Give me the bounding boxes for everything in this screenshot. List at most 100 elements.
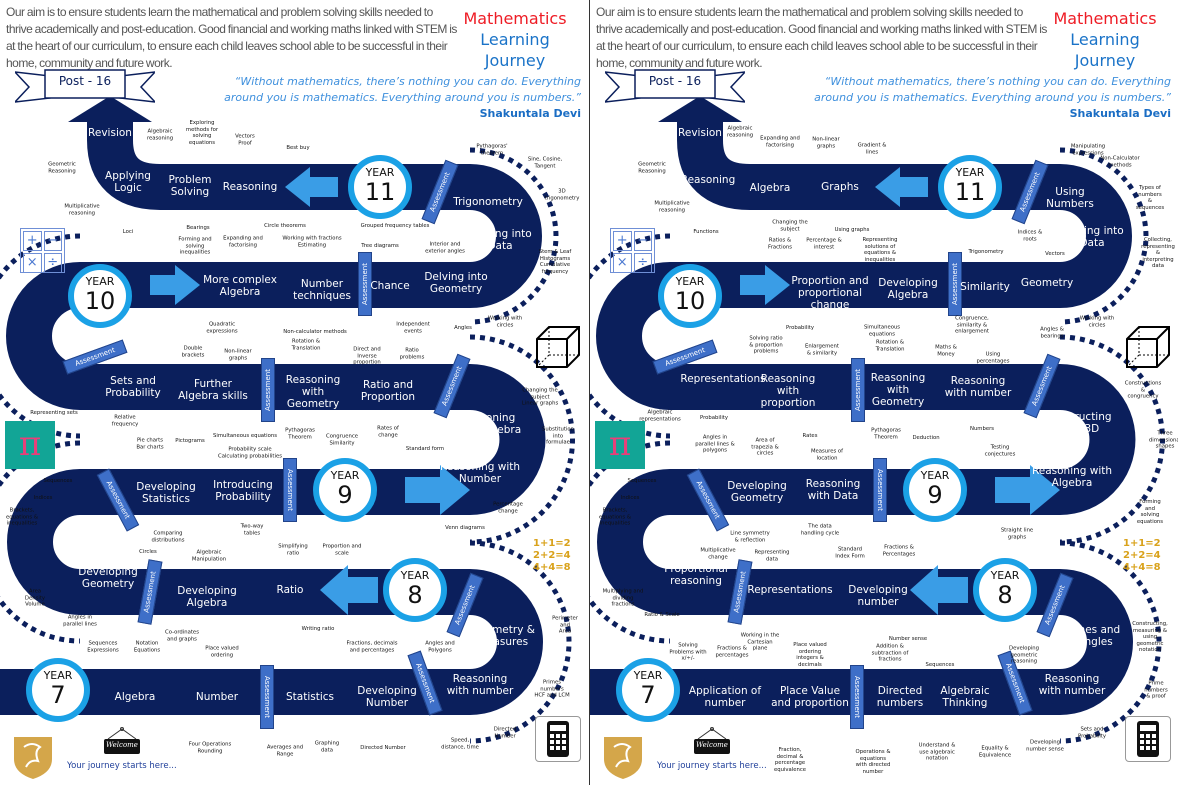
title-line1: Mathematics	[1053, 9, 1157, 28]
topic-algebraic-techniques: Algebraic techniques	[56, 521, 114, 545]
subtopic-multiplicative-reasoning: Multiplicative reasoning	[654, 200, 690, 214]
welcome-sign-icon: Welcome	[100, 727, 144, 761]
subtopic-probability-scale-calculating-probabilities: Probability scale Calculating probabilit…	[218, 446, 282, 460]
subtopic-proportion-and-scale: Proportion and scale	[322, 543, 362, 557]
subtopic-ratio-scale: Ratio & Scale	[644, 611, 680, 618]
subtopic-indices-roots: Indices & roots	[1017, 229, 1043, 243]
subtopic-operations-equations-with-directed-number: Operations & equations with directed num…	[855, 749, 891, 775]
subtopic-angles-bearings: Angles & bearings	[1040, 326, 1064, 340]
subtopic-forming-and-solving-inequalities: Forming and solving inequalities	[178, 236, 212, 256]
subtopic-line-symmetry-reflection: Line symmetry & reflection	[730, 530, 770, 544]
quote-text: “Without mathematics, there’s nothing yo…	[814, 75, 1171, 104]
school-shield-logo	[602, 733, 644, 783]
subtopic-area-of-trapezia-circles: Area of trapezia & circles	[751, 437, 779, 457]
sum-line: 4+4=8	[1123, 562, 1161, 573]
subtopic-direct-and-inverse-proportion: Direct and Inverse proportion	[353, 346, 381, 366]
subtopic-working-with-circles: Working with circles	[487, 315, 523, 329]
subtopic-sequences: Sequences	[43, 477, 73, 484]
year-11-marker: YEAR 11	[938, 155, 1002, 219]
subtopic-using-graphs: Using graphs	[834, 226, 870, 233]
subtopic-representing-sets: Representing sets	[30, 409, 78, 416]
journey-panel-left: Our aim is to ensure students learn the …	[0, 5, 581, 779]
year-9-marker: YEAR 9	[903, 458, 967, 522]
operations-icon: + − × ÷	[20, 228, 65, 273]
topic-developing-geometry: Developing Geometry	[78, 566, 138, 590]
title-line3: Journey	[1074, 51, 1136, 70]
subtopic-forming-and-solving-equations: Forming and solving equations	[1136, 499, 1164, 525]
intro-text: Our aim is to ensure students learn the …	[6, 5, 457, 70]
sum-line: 2+2=4	[533, 550, 571, 561]
topic-representations: Representations	[680, 373, 766, 385]
subtopic-percentage-interest: Percentage & interest	[806, 237, 842, 251]
subtopic-fractions-percentages: Fractions & Percentages	[882, 544, 916, 558]
topic-using-numbers: Using Numbers	[1046, 186, 1094, 210]
arrow-left-icon	[875, 167, 928, 207]
subtopic-gradient-lines: Gradient & lines	[857, 142, 887, 156]
topic-sets-and-probability: Sets and Probability	[105, 375, 161, 399]
year-number: 11	[364, 178, 396, 206]
subtopic-using-percentages: Using percentages	[976, 351, 1010, 365]
topic-reasoning-with-number: Reasoning with number	[446, 673, 514, 697]
subtopic-collecting-representing-interpreting-data: Collecting, representing & interpreting …	[1141, 236, 1175, 269]
subtopic-probability: Probability	[700, 414, 728, 421]
topic-algebraic-thinking: Algebraic Thinking	[940, 685, 990, 709]
subtopic-non-calculator-methods: Non-calculator methods	[283, 328, 347, 335]
subtopic-enlargement-similarity: Enlargement & similarity	[805, 343, 839, 357]
year-number: 9	[927, 481, 943, 509]
subtopic-primes-numbers-hcf-and-lcm: Primes numbers HCF and LCM	[534, 679, 570, 699]
quote-author: Shakuntala Devi	[1069, 107, 1171, 120]
pi-icon: π	[5, 421, 55, 469]
topic-chance: Chance	[370, 280, 410, 292]
subtopic-measures-of-location: Measures of location	[810, 448, 844, 462]
operation-symbol: ×	[23, 253, 42, 273]
sum-line: 1+1=2	[533, 538, 571, 549]
subtopic-directed-number: Directed Number	[493, 726, 517, 740]
topic-proportional-reasoning: Proportional reasoning	[664, 563, 728, 587]
topic-proportion-and-proportional-change: Proportion and proportional change	[791, 275, 869, 311]
journey-road	[0, 96, 575, 744]
subtopic-speed-distance-time: Speed, distance, time	[441, 737, 479, 751]
year-11-marker: YEAR 11	[348, 155, 412, 219]
arrow-left-icon	[910, 565, 968, 615]
year-number: 9	[337, 481, 353, 509]
topic-algebra: Algebra	[114, 691, 156, 703]
topic-introducing-probability: Introducing Probability	[213, 479, 273, 503]
dotted-border	[590, 147, 1165, 744]
subtopic-standard-form: Standard form	[405, 445, 445, 452]
year-7-marker: YEAR 7	[26, 658, 90, 722]
subtopic-solving-problems-with-x: Solving Problems with x/÷/-	[669, 642, 707, 662]
subtopic-brackets-equations-inequalities: Brackets, equations & inequalities	[6, 507, 38, 527]
sum-line: 2+2=4	[1123, 550, 1161, 561]
post-16-arrowhead	[658, 96, 742, 122]
sum-line: 1+1=2	[1123, 538, 1161, 549]
topic-geometry-measures: Geometry & Measures	[471, 624, 535, 648]
topic-reasoning-with-number: Reasoning with number	[944, 375, 1012, 399]
subtopic-vectors-proof: Vectors Proof	[235, 133, 255, 147]
subtopic-brackets-equations-inequalities: Brackets, equations & inequalities	[599, 507, 631, 527]
subtopic-pictograms: Pictograms	[175, 437, 205, 444]
subtopic-algebraic-reasoning: Algebraic reasoning	[726, 125, 754, 139]
topic-lines-and-angles: Lines and Angles	[1069, 624, 1121, 648]
topic-reasoning-with-proportion: Reasoning with proportion	[760, 373, 816, 409]
subtopic-algebraic-manipulation: Algebraic Manipulation	[191, 549, 227, 563]
subtopic-directed-number: Directed Number	[360, 744, 406, 751]
cube-icon	[535, 325, 581, 373]
panel-divider	[589, 0, 590, 785]
topic-more-complex-algebra: More complex Algebra	[203, 274, 277, 298]
operation-symbol: +	[613, 231, 632, 251]
year-number: 8	[997, 581, 1013, 609]
subtopic-algebraic-representations: Algebraic representations	[639, 409, 681, 423]
topic-developing-statistics: Developing Statistics	[136, 481, 196, 505]
subtopic-equality-equivalence: Equality & Equivalence	[978, 745, 1012, 759]
subtopic-double-brackets: Double brackets	[181, 345, 205, 359]
subtopic-multiplicative-change: Multiplicative change	[700, 547, 736, 561]
sums-icon: 1+1=2 2+2=4 4+4=8	[533, 538, 571, 574]
subtopic-deduction: Deduction	[912, 434, 940, 441]
journey-start-text: Your journey starts here...	[67, 761, 177, 771]
quote: “Without mathematics, there’s nothing yo…	[221, 74, 581, 122]
post-16-label: Post - 16	[58, 74, 112, 88]
year-label: YEAR	[43, 669, 73, 682]
arrow-left-icon	[320, 565, 378, 615]
topic-reasoning: Reasoning	[222, 181, 278, 193]
topic-reasoning-with-algebra: Reasoning with Algebra	[454, 412, 522, 436]
